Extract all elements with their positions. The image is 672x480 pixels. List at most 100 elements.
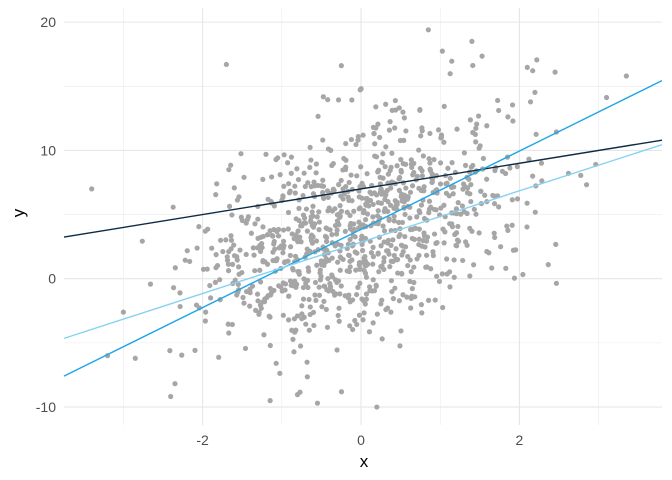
- scatter-point: [447, 71, 453, 77]
- scatter-point: [405, 194, 411, 200]
- scatter-point: [427, 160, 433, 166]
- scatter-point: [358, 164, 364, 170]
- scatter-point: [321, 283, 327, 289]
- scatter-point: [471, 262, 477, 268]
- scatter-point: [389, 107, 395, 113]
- scatter-point: [299, 223, 305, 229]
- fit-line: [63, 79, 663, 377]
- scatter-point: [319, 304, 325, 310]
- scatter-point: [212, 279, 219, 285]
- scatter-point: [326, 205, 332, 211]
- scatter-point: [272, 258, 279, 264]
- scatter-point: [275, 233, 282, 239]
- scatter-point: [353, 141, 359, 148]
- scatter-point: [297, 389, 303, 395]
- scatter-point: [172, 265, 178, 271]
- scatter-point: [391, 213, 397, 219]
- scatter-point: [357, 266, 363, 272]
- scatter-point: [325, 194, 331, 201]
- scatter-point: [172, 381, 178, 387]
- scatter-point: [209, 245, 215, 251]
- scatter-point: [177, 303, 183, 310]
- scatter-point: [426, 156, 432, 162]
- scatter-point: [309, 209, 315, 215]
- scatter-point: [453, 242, 459, 248]
- scatter-point: [228, 246, 234, 252]
- major-gridlines: [64, 8, 662, 425]
- scatter-point: [480, 155, 486, 162]
- scatter-point: [305, 284, 311, 291]
- scatter-point: [89, 186, 95, 192]
- scatter-point: [354, 291, 360, 298]
- scatter-point: [399, 219, 406, 226]
- scatter-point: [390, 237, 396, 243]
- scatter-point: [288, 244, 294, 250]
- scatter-point: [342, 228, 348, 234]
- x-tick-label: -2: [196, 432, 209, 448]
- scatter-point: [285, 209, 292, 216]
- scatter-point: [387, 119, 393, 125]
- scatter-point: [553, 241, 559, 247]
- scatter-point: [338, 389, 345, 395]
- scatter-point: [495, 97, 501, 104]
- scatter-point: [308, 184, 314, 190]
- scatter-point: [257, 267, 263, 273]
- scatter-point: [417, 210, 423, 216]
- scatter-point: [354, 321, 360, 328]
- scatter-point: [387, 167, 393, 173]
- scatter-point: [391, 218, 397, 224]
- scatter-point: [407, 189, 414, 195]
- scatter-point: [379, 336, 385, 342]
- scatter-point: [392, 97, 398, 104]
- scatter-point: [510, 118, 516, 124]
- scatter-point: [439, 48, 445, 54]
- scatter-point: [473, 125, 479, 131]
- scatter-point: [320, 94, 326, 100]
- scatter-point: [228, 162, 234, 168]
- scatter-point: [320, 177, 326, 183]
- scatter-point: [533, 131, 539, 137]
- scatter-point: [491, 201, 498, 207]
- scatter-point: [307, 144, 313, 151]
- scatter-point: [240, 294, 246, 301]
- scatter-point: [470, 129, 476, 136]
- scatter-point: [440, 226, 446, 232]
- scatter-point: [370, 244, 376, 250]
- scatter-point: [332, 222, 339, 229]
- scatter-point: [338, 177, 344, 184]
- scatter-point: [269, 174, 275, 180]
- scatter-point: [243, 220, 249, 226]
- scatter-point: [297, 343, 304, 349]
- scatter-point: [380, 151, 386, 157]
- scatter-point: [451, 257, 457, 263]
- scatter-point: [260, 233, 266, 240]
- scatter-point: [469, 38, 475, 44]
- scatter-point: [375, 169, 381, 175]
- scatter-point: [489, 265, 495, 271]
- scatter-point: [503, 265, 509, 271]
- scatter-point: [120, 309, 126, 315]
- scatter-point: [443, 181, 449, 187]
- scatter-point: [364, 211, 371, 217]
- scatter-point: [314, 214, 320, 220]
- scatter-point: [455, 200, 461, 206]
- scatter-point: [455, 223, 461, 230]
- scatter-point: [296, 268, 302, 275]
- scatter-point: [367, 197, 374, 204]
- scatter-point: [381, 239, 387, 245]
- scatter-point: [224, 254, 230, 260]
- scatter-point: [491, 230, 497, 236]
- scatter-point: [251, 252, 257, 258]
- scatter-point: [323, 225, 329, 231]
- scatter-point: [398, 156, 404, 163]
- y-tick-label: 10: [40, 142, 56, 158]
- scatter-point: [213, 252, 219, 258]
- scatter-point: [425, 27, 431, 33]
- scatter-point: [414, 173, 420, 179]
- scatter-point: [347, 236, 353, 243]
- scatter-point: [363, 195, 369, 202]
- scatter-point: [355, 284, 361, 290]
- scatter-point: [322, 233, 329, 239]
- scatter-point: [418, 133, 424, 139]
